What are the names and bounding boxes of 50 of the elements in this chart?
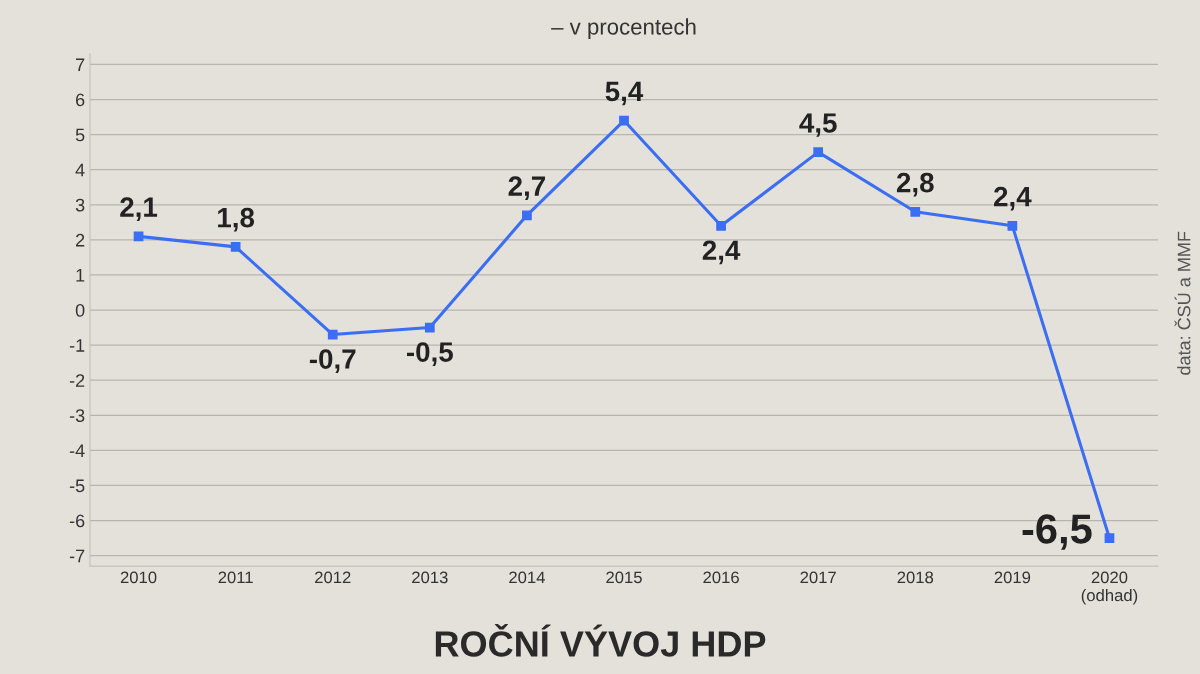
x-tick-label: 2020 (odhad) <box>1081 571 1138 605</box>
y-tick-label: 0 <box>75 303 85 317</box>
point <box>327 329 338 340</box>
y-tick-label: -1 <box>69 339 85 352</box>
text: ROČNÍ VÝVOJ HDP <box>435 624 766 657</box>
y-tick-label: 2 <box>76 233 85 247</box>
data-label: 2,4 <box>994 186 1032 211</box>
data-label: 5,4 <box>605 81 644 106</box>
x-tick-label: 2011 <box>218 571 253 584</box>
point <box>619 115 629 126</box>
data-label: 2,7 <box>508 176 545 200</box>
point <box>716 220 726 231</box>
y-tick-label: 1 <box>76 269 85 282</box>
point <box>424 322 435 333</box>
x-tick-label: 2016 <box>703 571 739 584</box>
chart-subtitle: – v procentech <box>551 18 696 40</box>
data-label: 2,1 <box>120 197 158 222</box>
point <box>522 210 532 221</box>
x-tick-label: 2018 <box>897 571 934 584</box>
point <box>813 147 824 158</box>
point <box>1104 533 1115 543</box>
data-label: 2,8 <box>896 172 934 197</box>
y-tick-label: -6 <box>69 514 85 528</box>
x-tick-label: 2015 <box>606 571 642 584</box>
point <box>910 206 921 217</box>
y-tick-label: 6 <box>76 93 85 107</box>
y-tick-label: -4 <box>69 444 85 457</box>
data-label: 2,4 <box>702 240 741 265</box>
x-tick-label: 2012 <box>315 571 351 584</box>
y-tick-label: 7 <box>76 58 85 71</box>
data-label: 4,5 <box>799 113 837 137</box>
y-tick-label: -3 <box>69 409 85 423</box>
y-tick-label: -2 <box>69 374 85 387</box>
x-tick-label: 2010 <box>120 571 157 584</box>
x-tick-label: 2013 <box>412 571 448 584</box>
data-label: -6,5 <box>1022 514 1092 550</box>
data-label: -0,5 <box>406 342 453 366</box>
y-tick-label: -5 <box>69 479 85 493</box>
y-tick-label: 5 <box>75 128 85 142</box>
x-tick-label: 2014 <box>509 571 545 584</box>
x-tick-label: 2017 <box>800 571 836 584</box>
point <box>1007 220 1018 231</box>
y-tick-label: 3 <box>75 198 85 212</box>
y-tick-label: 4 <box>75 163 85 177</box>
data-label: -0,7 <box>309 349 356 373</box>
point <box>230 242 241 252</box>
x-tick-label: 2019 <box>994 571 1031 584</box>
data-label: 1,8 <box>218 207 255 232</box>
text: data: ČSÚ a MMF <box>1174 231 1191 375</box>
y-tick-label: -7 <box>69 549 85 563</box>
